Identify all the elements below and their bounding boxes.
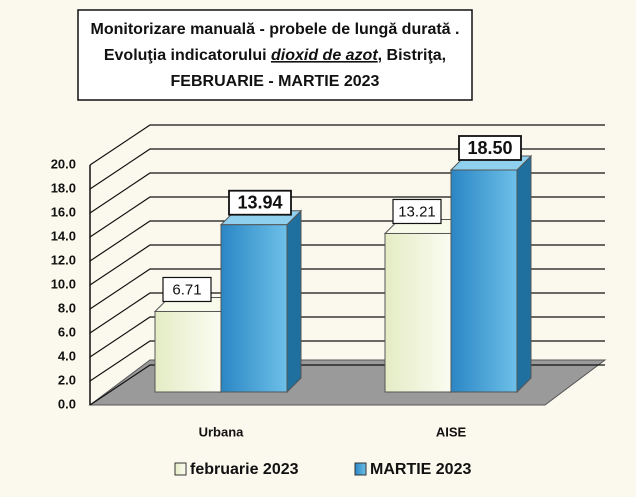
title-part: , Bistriţa, [378, 47, 446, 64]
y-tick-label: 4.0 [58, 348, 76, 363]
data-label-box [228, 189, 292, 216]
title-box [77, 9, 473, 101]
grid-line [89, 148, 605, 190]
bar-front [220, 224, 288, 393]
data-label-box [392, 198, 442, 225]
title-part: Evoluţia indicatorului [104, 47, 271, 64]
y-tick-label: 14.0 [51, 228, 76, 243]
y-tick-label: 8.0 [58, 300, 76, 315]
bar-front [450, 169, 518, 393]
y-tick-label: 20.0 [51, 156, 76, 171]
legend-swatch [174, 462, 187, 476]
data-label: 6.71 [172, 281, 201, 298]
bar [383, 218, 467, 394]
title-part: dioxid de azot [271, 47, 378, 64]
y-tick-label: 10.0 [51, 276, 76, 291]
bar [449, 154, 533, 394]
bar-front [154, 310, 222, 393]
data-label: 13.94 [237, 192, 282, 212]
data-label: 18.50 [467, 138, 512, 158]
legend-swatch [354, 462, 367, 476]
data-label: 13.21 [398, 203, 436, 220]
bar-side [286, 209, 302, 394]
bar [219, 209, 303, 394]
legend-label: MARTIE 2023 [370, 461, 471, 478]
y-tick-label: 0.0 [58, 396, 76, 411]
y-tick-label: 18.0 [51, 180, 76, 195]
chart-title: Evoluţia indicatorului dioxid de azot, B… [104, 47, 446, 64]
data-label-box [458, 135, 522, 161]
x-tick-label: Urbana [199, 424, 245, 439]
chart-title: Monitorizare manuală - probele de lungă … [91, 21, 460, 38]
chart-title: FEBRUARIE - MARTIE 2023 [171, 73, 380, 90]
bar-front [384, 232, 452, 393]
grid-line [89, 124, 605, 166]
plot: 0.0 2.0 4.0 6.0 8.0 10.0 12.0 14.0 16.0 18.0 20.0 U… [51, 124, 605, 478]
x-tick-label: AISE [436, 424, 467, 439]
y-tick-label: 12.0 [51, 252, 76, 267]
y-tick-label: 2.0 [58, 372, 76, 387]
y-tick-label: 16.0 [51, 204, 76, 219]
y-tick-label: 6.0 [58, 324, 76, 339]
data-label-box [162, 276, 212, 303]
legend-label: februarie 2023 [190, 461, 299, 478]
bar-side [516, 154, 532, 394]
